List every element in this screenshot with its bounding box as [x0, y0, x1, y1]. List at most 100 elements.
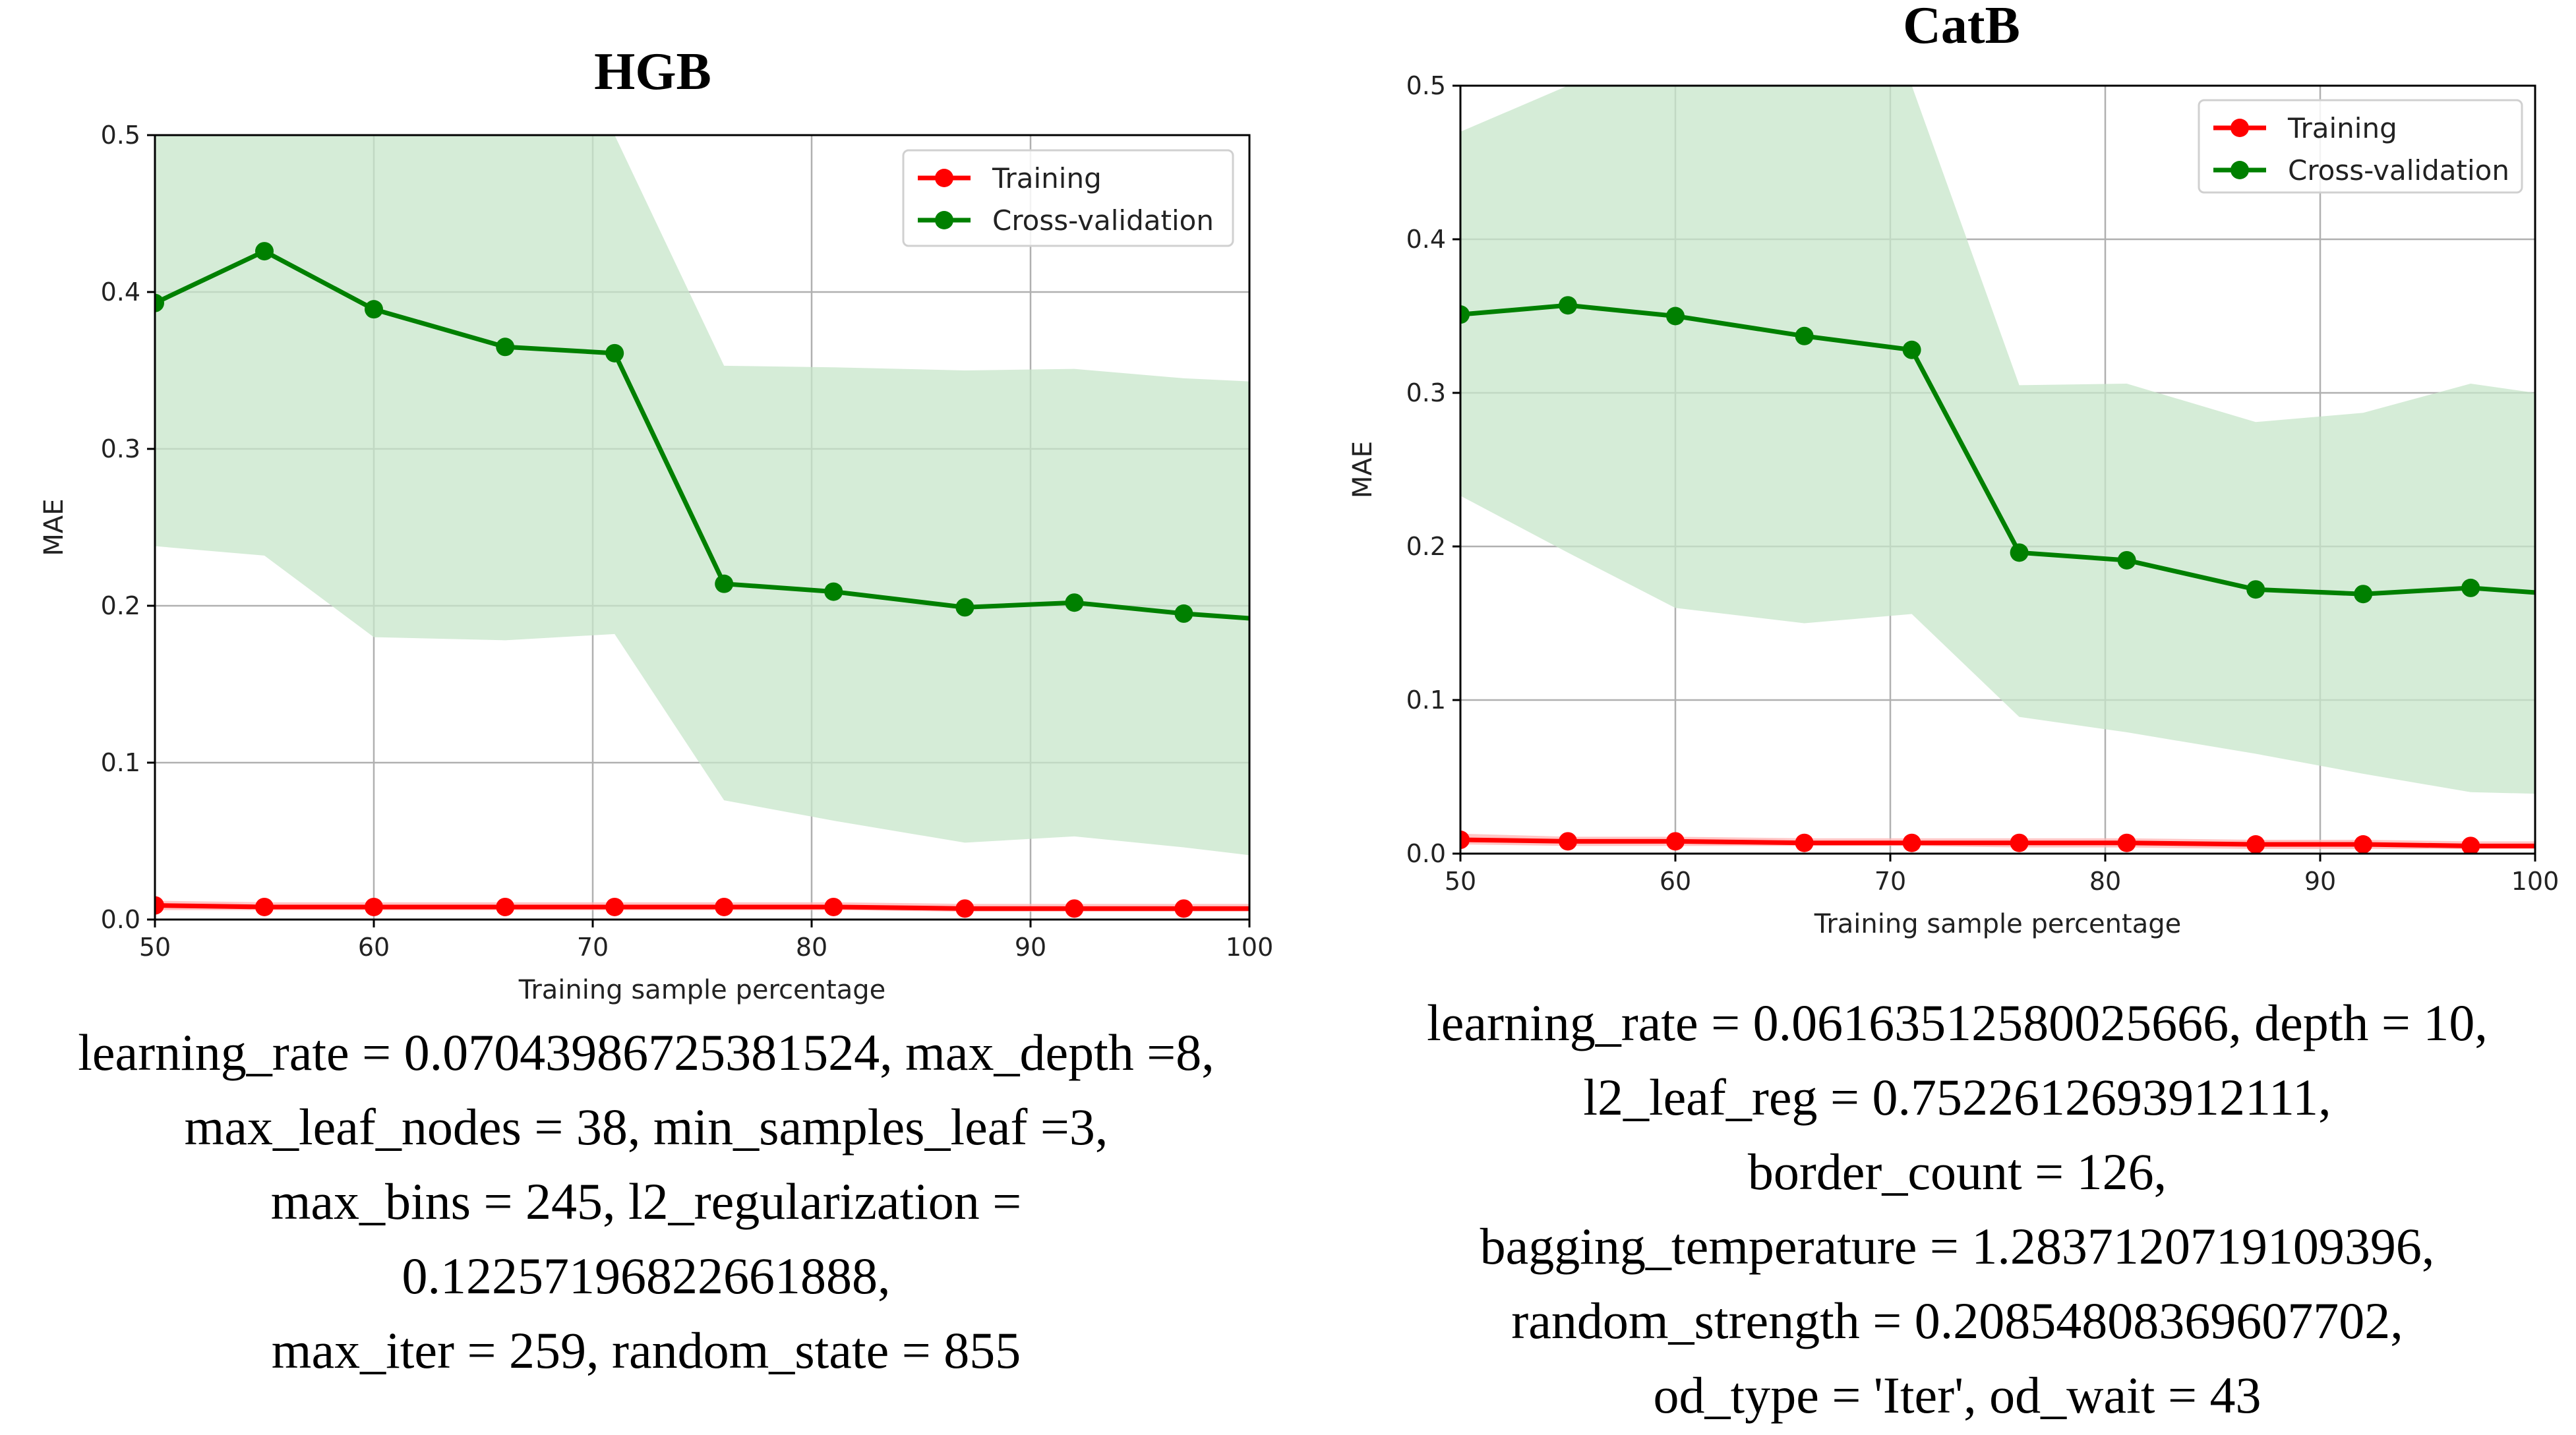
hgb-caption: learning_rate = 0.07043986725381524, max…	[0, 1015, 1292, 1388]
catb-caption: learning_rate = 0.06163512580025666, dep…	[1338, 985, 2576, 1432]
catb-chart-title: CatB	[1903, 0, 2020, 55]
catb-training-point	[2117, 833, 2136, 852]
catb-x-tick-label: 80	[2089, 867, 2121, 896]
hgb-y-tick-label: 0.2	[101, 591, 140, 620]
catb-cv-point	[1902, 340, 1921, 359]
hgb-y-tick-label: 0.3	[101, 434, 140, 463]
catb-axes-frame	[1459, 84, 2536, 855]
hgb-x-tick-label: 90	[1015, 933, 1046, 962]
catb-y-tick-label: 0.4	[1406, 225, 1446, 254]
hgb-cv-point	[255, 242, 274, 261]
hgb-legend-cv-label: Cross-validation	[992, 204, 1214, 237]
hgb-cv-point	[955, 598, 974, 617]
catb-caption-line: border_count = 126,	[1747, 1143, 2167, 1200]
hgb-legend-box	[902, 149, 1234, 247]
hgb-caption-line: max_iter = 259, random_state = 855	[271, 1322, 1021, 1379]
hgb-training-point	[1065, 899, 1084, 918]
catb-cv-point	[2010, 543, 2029, 562]
hgb-caption-line: max_bins = 245, l2_regularization =	[270, 1173, 1022, 1230]
catb-cv-point	[1795, 326, 1814, 345]
catb-caption-line: random_strength = 0.20854808369607702,	[1511, 1292, 2403, 1349]
hgb-x-tick-label: 60	[358, 933, 390, 962]
catb-legend-box	[2198, 99, 2523, 194]
hgb-axes-frame	[154, 134, 1251, 921]
hgb-caption-line: max_leaf_nodes = 38, min_samples_leaf =3…	[184, 1098, 1108, 1156]
hgb-y-axis-label: MAE	[39, 498, 69, 556]
hgb-x-tick-label: 100	[1226, 933, 1274, 962]
catb-legend-cv-marker	[2231, 161, 2249, 179]
hgb-x-axis-label: Training sample percentage	[518, 975, 885, 1005]
hgb-legend-training-marker	[935, 169, 953, 187]
catb-training-point	[1559, 832, 1577, 851]
catb-legend-training-label: Training	[2287, 112, 2397, 144]
catb-training-point	[2354, 835, 2373, 854]
hgb-training-point	[155, 896, 164, 915]
catb-cv-point	[2461, 578, 2480, 597]
catb-cv-point	[1666, 307, 1685, 326]
hgb-legend-cv-marker	[935, 211, 953, 229]
catb-x-tick-label: 70	[1874, 867, 1906, 896]
catb-training-point	[1795, 833, 1814, 852]
hgb-training-point	[496, 897, 515, 916]
catb-legend-training-marker	[2231, 119, 2249, 137]
catb-caption-line: learning_rate = 0.06163512580025666, dep…	[1427, 994, 2488, 1051]
catb-training-point	[1902, 833, 1921, 852]
hgb-chart: HGB 50 60 70 80 90 100 0.0 0.1 0.2 0.3 0.4 0.5 Traini…	[39, 43, 1273, 1005]
hgb-y-tick-label: 0.0	[101, 905, 140, 934]
catb-y-tick-label: 0.2	[1406, 532, 1446, 561]
hgb-y-tick-label: 0.1	[101, 748, 140, 777]
catb-legend: Training Cross-validation	[2198, 99, 2523, 194]
hgb-legend: Training Cross-validation	[902, 149, 1234, 247]
catb-cv-band	[1460, 86, 2535, 794]
hgb-training-point	[1174, 899, 1193, 918]
catb-cv-point	[1559, 296, 1577, 315]
hgb-training-point	[715, 897, 734, 916]
catb-caption-line: l2_leaf_reg = 0.7522612693912111,	[1583, 1069, 2331, 1126]
catb-x-tick-label: 90	[2304, 867, 2336, 896]
hgb-x-tick-label: 50	[139, 933, 171, 962]
hgb-chart-title: HGB	[594, 43, 711, 101]
catb-cv-point	[2246, 580, 2265, 599]
catb-x-tick-label: 100	[2511, 867, 2560, 896]
hgb-training-point	[605, 897, 624, 916]
catb-caption-line: bagging_temperature = 1.2837120719109396…	[1480, 1217, 2435, 1275]
hgb-y-tick-label: 0.4	[101, 278, 140, 307]
catb-y-tick-label: 0.3	[1406, 378, 1446, 407]
hgb-cv-point	[496, 337, 515, 357]
hgb-x-tick-label: 80	[796, 933, 827, 962]
hgb-caption-line: learning_rate = 0.07043986725381524, max…	[78, 1024, 1214, 1081]
hgb-training-point	[255, 897, 274, 916]
hgb-cv-point	[1065, 593, 1084, 612]
catb-plot-area	[1460, 86, 2535, 854]
hgb-training-point	[955, 899, 974, 918]
catb-x-tick-label: 50	[1445, 867, 1476, 896]
catb-training-point	[2246, 835, 2265, 854]
hgb-plot-area	[155, 135, 1249, 920]
catb-y-tick-label: 0.5	[1406, 71, 1446, 100]
catb-caption-line: od_type = 'Iter', od_wait = 43	[1653, 1366, 2261, 1424]
hgb-training-point	[824, 897, 843, 916]
catb-training-point	[2010, 833, 2029, 852]
hgb-training-point	[365, 897, 383, 916]
catb-cv-point	[2117, 550, 2136, 570]
catb-cv-point	[2354, 585, 2373, 604]
catb-x-axis-label: Training sample percentage	[1814, 909, 2181, 939]
hgb-cv-point	[824, 582, 843, 601]
catb-training-point	[1666, 832, 1685, 851]
hgb-cv-point	[365, 300, 383, 319]
hgb-caption-line: 0.12257196822661888,	[402, 1247, 891, 1304]
catb-training-point	[1460, 831, 1470, 850]
catb-cv-point	[1460, 305, 1470, 324]
catb-chart: CatB 50 60 70 80 90 100 0.0 0.1 0.2 0.3 0.4 0.5 Train…	[1348, 0, 2559, 939]
hgb-cv-point	[1174, 604, 1193, 623]
catb-x-tick-label: 60	[1660, 867, 1691, 896]
hgb-x-tick-label: 70	[577, 933, 609, 962]
hgb-legend-training-label: Training	[992, 162, 1102, 194]
catb-training-point	[2461, 836, 2480, 854]
hgb-cv-band	[155, 135, 1249, 856]
catb-y-tick-label: 0.0	[1406, 839, 1446, 868]
catb-legend-cv-label: Cross-validation	[2288, 154, 2509, 187]
hgb-cv-point	[605, 343, 624, 363]
catb-y-axis-label: MAE	[1348, 441, 1378, 498]
